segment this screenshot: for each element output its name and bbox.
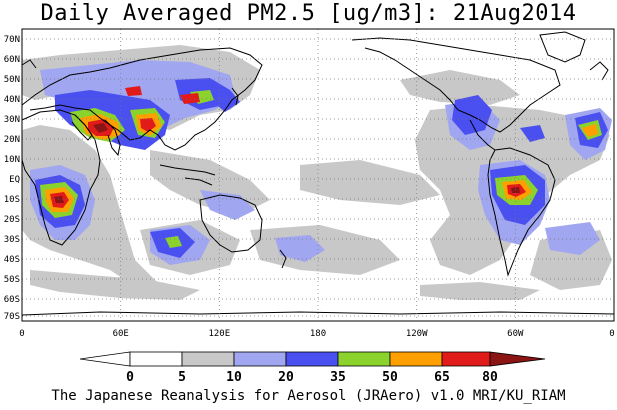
colorbar-segment [489,351,546,367]
colorbar-label: 50 [382,370,398,385]
lon-label: 120W [406,329,428,339]
lon-label: 60E [113,329,129,339]
lon-label: 120E [208,329,230,339]
lat-label: 60S [4,295,20,305]
lon-label: 0 [609,329,614,339]
colorbar-segment [285,351,339,367]
lat-label: EQ [9,175,20,185]
colorbar-label: 0 [126,370,134,385]
lat-label: 20N [4,135,20,145]
colorbar-label: 20 [278,370,294,385]
longitude-labels: 0 60E 120E 180 120W 60W 0 [19,329,614,339]
lon-label: 60W [507,329,524,339]
colorbar-segment [389,351,443,367]
lat-label: 30S [4,235,20,245]
colorbar-label: 10 [226,370,242,385]
lat-label: 10N [4,155,20,165]
lon-label: 0 [19,329,24,339]
lat-label: 60N [4,55,20,65]
colorbar-label: 35 [330,370,346,385]
footer-credit: The Japanese Reanalysis for Aerosol (JRA… [51,388,566,404]
lat-label: 70N [4,35,20,45]
colorbar-segment [337,351,391,367]
colorbar-segment [181,351,235,367]
pm25-shading [22,45,612,300]
colorbar [79,351,546,367]
colorbar-segment [233,351,287,367]
coastlines [21,31,615,316]
lat-label: 30N [4,115,20,125]
lat-label: 40S [4,255,20,265]
lat-label: 50S [4,275,20,285]
lat-label: 40N [4,95,20,105]
latitude-labels: 70N 60N 50N 40N 30N 20N 10N EQ 10S 20S 3… [4,35,20,322]
lat-label: 70S [4,312,20,322]
gridlines [22,29,614,321]
colorbar-label: 80 [482,370,498,385]
lat-label: 50N [4,75,20,85]
colorbar-segment [129,351,183,367]
lat-label: 20S [4,215,20,225]
colorbar-segment [441,351,491,367]
lat-label: 10S [4,195,20,205]
chart-title: Daily Averaged PM2.5 [ug/m3]: 21Aug2014 [40,1,577,26]
lon-label: 180 [310,329,326,339]
colorbar-label: 5 [178,370,186,385]
map-frame [21,28,615,322]
colorbar-labels: 0 5 10 20 35 50 65 80 [126,370,498,385]
colorbar-segment [79,351,131,367]
colorbar-label: 65 [434,370,450,385]
